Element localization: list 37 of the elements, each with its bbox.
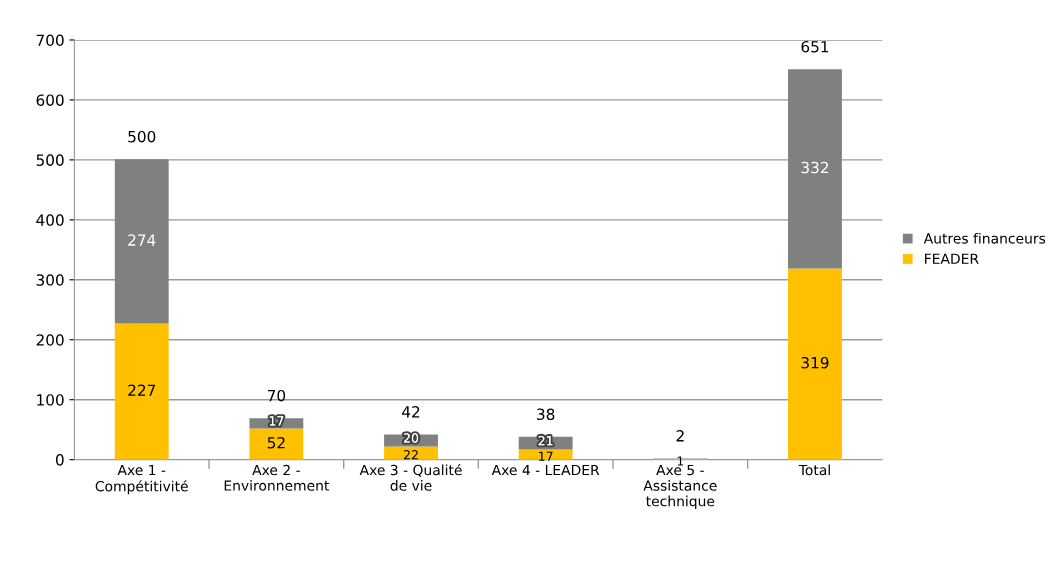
x-tick-label: Total [798,464,830,476]
data-label: 17 [539,451,553,461]
y-tick-label: 400 [36,214,64,226]
total-label: 651 [801,40,829,53]
data-label: 332 [801,161,829,174]
bar [114,323,169,460]
y-tick-label: 0 [55,454,64,466]
data-label: 319 [801,356,829,369]
x-tick-label: Axe 4 - LEADER [491,464,600,476]
total-label: 500 [128,130,156,143]
x-tick-label: Axe 2 - Environnement [224,464,330,491]
total-label: 70 [267,389,286,402]
bar [114,159,169,324]
bar [788,69,842,269]
bar [518,449,573,460]
total-label: 38 [537,408,555,421]
data-label: 52 [267,436,285,449]
total-label: 2 [676,430,684,442]
bar [384,446,438,460]
y-tick-label: 100 [37,394,64,406]
data-label: 21 [538,435,553,446]
y-tick-label: 200 [36,334,64,346]
bar [788,268,842,460]
x-tick-label: Axe 1 - Compétitivité [95,464,188,495]
legend-label: FEADER [925,253,979,264]
total-label: 42 [402,406,420,418]
legend-label: Autres financeurs [923,232,1046,244]
bar [249,428,304,460]
y-tick-label: 500 [36,154,64,166]
y-tick-label: 600 [36,94,64,106]
data-label: 274 [128,234,156,246]
y-tick-label: 300 [36,274,64,286]
data-label: 20 [403,433,419,443]
data-label: 22 [403,450,418,460]
y-tick-label: 700 [36,34,64,46]
x-tick-label: Axe 3 - Qualité de vie [359,463,462,491]
data-label: 227 [128,384,156,396]
